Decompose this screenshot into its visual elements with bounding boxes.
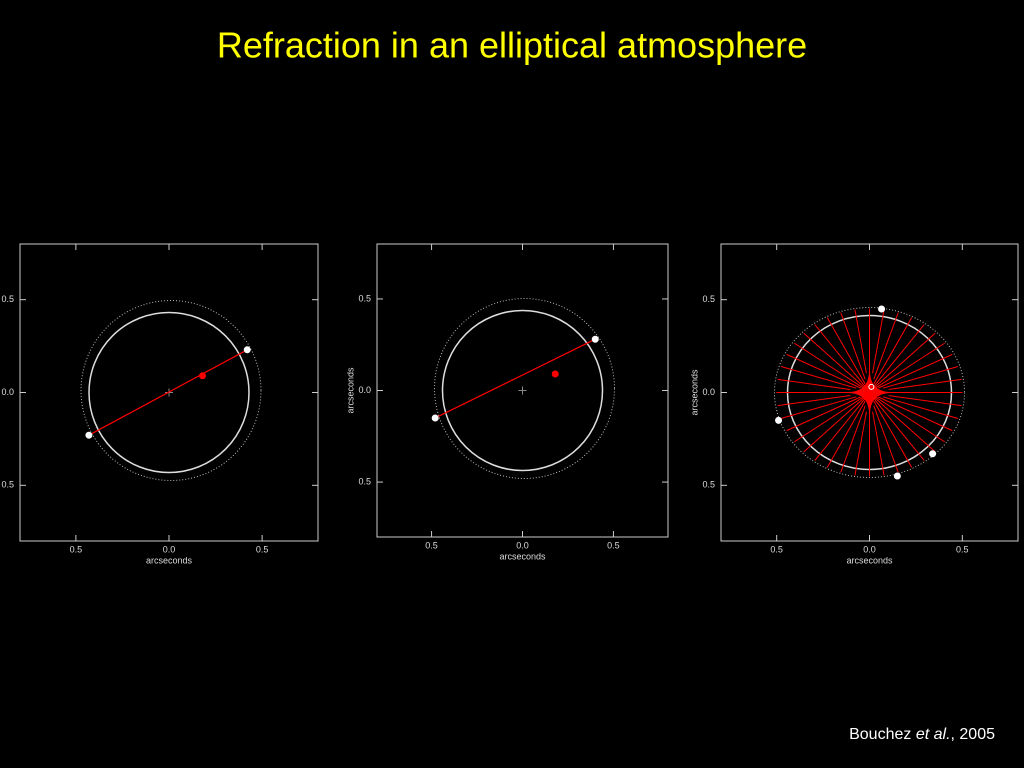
x-axis-label: arcseconds: [846, 555, 893, 565]
credit-year: , 2005: [951, 726, 996, 743]
inner-circle: [88, 311, 250, 474]
ray: [872, 309, 885, 374]
y-axis-label: arcseconds: [345, 367, 355, 414]
x-axis-label: arcseconds: [146, 555, 193, 565]
x-tick-label: 0.5: [70, 544, 83, 554]
ray: [873, 400, 913, 468]
x-tick-label: 0.5: [256, 544, 269, 554]
ray: [888, 395, 962, 407]
ray: [873, 312, 899, 380]
ray: [840, 312, 866, 380]
ray: [826, 400, 866, 468]
y-axis-label: arcseconds: [689, 369, 699, 416]
ray: [777, 395, 851, 407]
plot: 0.5 0.0 0.5 0.5 0.0 0.5 arcseconds arcseconds: [345, 243, 669, 561]
point: [551, 370, 559, 378]
ray: [786, 396, 862, 432]
ray: [814, 324, 866, 387]
point: [431, 414, 439, 422]
outer-ellipse: [80, 300, 262, 481]
y-tick-label: 0.5: [1, 480, 14, 490]
point: [893, 472, 901, 480]
y-tick-label: 0.0: [702, 387, 715, 397]
y-tick-label: 0.0: [1, 387, 14, 397]
x-tick-label: 0.0: [863, 544, 876, 554]
ray: [826, 317, 866, 385]
credit-etal: et al.: [916, 726, 951, 743]
x-tick-label: 0.5: [607, 540, 620, 550]
x-tick-label: 0.0: [516, 540, 529, 550]
credit: Bouchez et al., 2005: [849, 726, 995, 743]
ray: [873, 405, 899, 473]
ray: [786, 353, 862, 389]
point: [929, 450, 937, 458]
ray: [872, 411, 885, 476]
ray: [854, 309, 867, 374]
ray: [873, 398, 925, 461]
point: [199, 372, 207, 380]
ray: [793, 396, 864, 443]
ray: [873, 324, 925, 387]
point: [591, 335, 599, 343]
y-tick-label: 0.5: [702, 480, 715, 490]
ray: [877, 396, 953, 432]
ray: [888, 378, 962, 390]
inner-circle: [441, 309, 604, 472]
ray: [877, 353, 953, 389]
y-tick-label: 0.5: [1, 294, 14, 304]
ray: [793, 342, 864, 389]
y-tick-label: 0.5: [358, 293, 371, 303]
x-axis-label: arcseconds: [499, 551, 546, 561]
plot: 0.5 0.0 0.5 0.5 0.0 0.5 arcseconds: [1, 243, 319, 565]
slide-title: Refraction in an elliptical atmosphere: [217, 25, 807, 66]
x-tick-label: 0.0: [163, 544, 176, 554]
ray: [803, 397, 865, 453]
outer-ellipse: [434, 298, 615, 479]
ray: [873, 317, 913, 385]
credit-author: Bouchez: [849, 726, 916, 743]
ray: [854, 411, 867, 476]
x-tick-label: 0.5: [425, 540, 438, 550]
point: [775, 416, 783, 424]
origin-cross: [518, 386, 527, 395]
ray: [780, 366, 857, 389]
ray: [780, 396, 857, 419]
y-tick-label: 0.5: [358, 476, 371, 486]
x-tick-label: 0.5: [770, 544, 783, 554]
point: [85, 431, 93, 439]
connector-line: [88, 349, 248, 436]
point: [243, 346, 251, 354]
ray: [875, 342, 946, 389]
ray: [874, 397, 936, 453]
y-tick-label: 0.0: [358, 385, 371, 395]
ray: [814, 398, 866, 461]
caustic: [847, 370, 892, 415]
ray: [874, 332, 936, 388]
connector-line: [434, 338, 596, 419]
ray: [777, 378, 851, 390]
outer-ellipse: [774, 307, 965, 478]
x-tick-label: 0.5: [956, 544, 969, 554]
ray: [882, 396, 959, 419]
point: [878, 305, 886, 313]
y-tick-label: 0.5: [702, 294, 715, 304]
ray: [803, 332, 865, 388]
ray: [882, 366, 959, 389]
point: [868, 383, 875, 390]
plot: 0.5 0.0 0.5 0.5 0.0 0.5 arcseconds arcseconds: [689, 243, 1019, 565]
ray: [875, 396, 946, 443]
ray: [840, 405, 866, 473]
